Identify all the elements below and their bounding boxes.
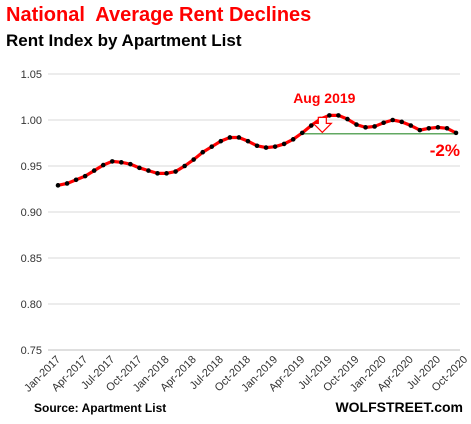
data-point (227, 135, 233, 140)
data-point (191, 157, 196, 162)
peak-annotation: Aug 2019 (293, 90, 355, 106)
data-point (299, 130, 305, 136)
data-point (146, 168, 151, 173)
data-point (417, 127, 423, 133)
data-point (345, 116, 350, 122)
data-point (426, 125, 432, 131)
data-point (327, 113, 332, 118)
data-point (100, 162, 106, 168)
data-point (263, 145, 269, 150)
series-line (57, 113, 457, 187)
data-point (354, 122, 359, 127)
data-point (55, 183, 61, 188)
data-point (290, 137, 296, 142)
data-point (272, 144, 278, 149)
data-point (363, 125, 368, 130)
data-point (435, 125, 441, 130)
change-annotation: -2% (430, 141, 460, 160)
data-point (109, 159, 115, 164)
data-point (155, 171, 160, 176)
y-tick-label: 0.95 (21, 161, 42, 173)
data-point (218, 138, 224, 144)
y-tick-label: 1.05 (21, 69, 42, 81)
data-point (128, 161, 133, 167)
data-point (82, 173, 88, 179)
source-note: Source: Apartment List (34, 401, 167, 415)
y-tick-label: 0.75 (21, 345, 42, 357)
data-point (254, 143, 260, 149)
data-point (200, 149, 206, 155)
data-point (372, 124, 377, 129)
data-point (281, 141, 287, 147)
data-point (381, 120, 386, 126)
data-point (182, 163, 187, 169)
down-arrow-icon (311, 116, 333, 134)
data-point (453, 130, 459, 136)
data-point (91, 168, 97, 173)
brand-watermark: WOLFSTREET.com (335, 399, 463, 415)
data-point (73, 177, 79, 183)
data-point (236, 135, 242, 140)
data-point (336, 113, 341, 118)
data-point (444, 125, 450, 131)
data-point (164, 171, 169, 176)
data-point (308, 123, 314, 128)
data-point (119, 160, 124, 165)
data-point (245, 138, 251, 144)
data-point (390, 117, 395, 123)
data-point (408, 123, 414, 128)
data-point (209, 144, 215, 149)
chart-title: National Average Rent Declines (6, 4, 312, 26)
data-point (173, 169, 178, 174)
data-point (399, 119, 405, 125)
y-tick-label: 0.90 (21, 207, 42, 219)
y-tick-label: 0.85 (21, 253, 42, 265)
data-point (137, 165, 142, 171)
y-tick-label: 0.80 (21, 299, 42, 311)
data-point (64, 181, 70, 186)
chart-subtitle: Rent Index by Apartment List (6, 31, 242, 50)
y-tick-label: 1.00 (21, 115, 42, 127)
